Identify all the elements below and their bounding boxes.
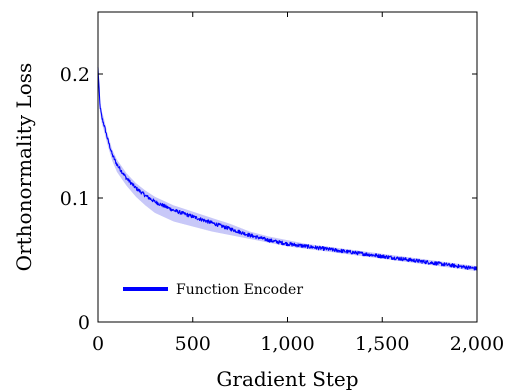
y-tick-label: 0	[78, 312, 90, 334]
x-tick-label: 500	[175, 333, 211, 355]
plot-frame	[97, 11, 478, 323]
legend-label-function-encoder: Function Encoder	[176, 282, 303, 298]
y-tick-label: 0.1	[60, 188, 90, 210]
x-tick-label: 2,000	[450, 333, 504, 355]
confidence-band-0	[98, 61, 477, 272]
y-tick-label: 0.2	[60, 64, 90, 86]
x-tick-label: 0	[92, 333, 104, 355]
confidence-band-layer	[98, 61, 477, 272]
x-tick-label: 1,000	[260, 333, 314, 355]
tick-layer: 0 500 1,000 1,500 2,000 0 0.1 0.2	[60, 12, 504, 355]
series-line-layer	[97, 67, 478, 271]
y-axis-title: Orthonormality Loss	[12, 63, 36, 272]
x-axis-title: Gradient Step	[216, 367, 358, 391]
legend: Function Encoder	[123, 282, 303, 298]
series-line-function-encoder	[97, 67, 478, 271]
x-tick-label: 1,500	[355, 333, 409, 355]
